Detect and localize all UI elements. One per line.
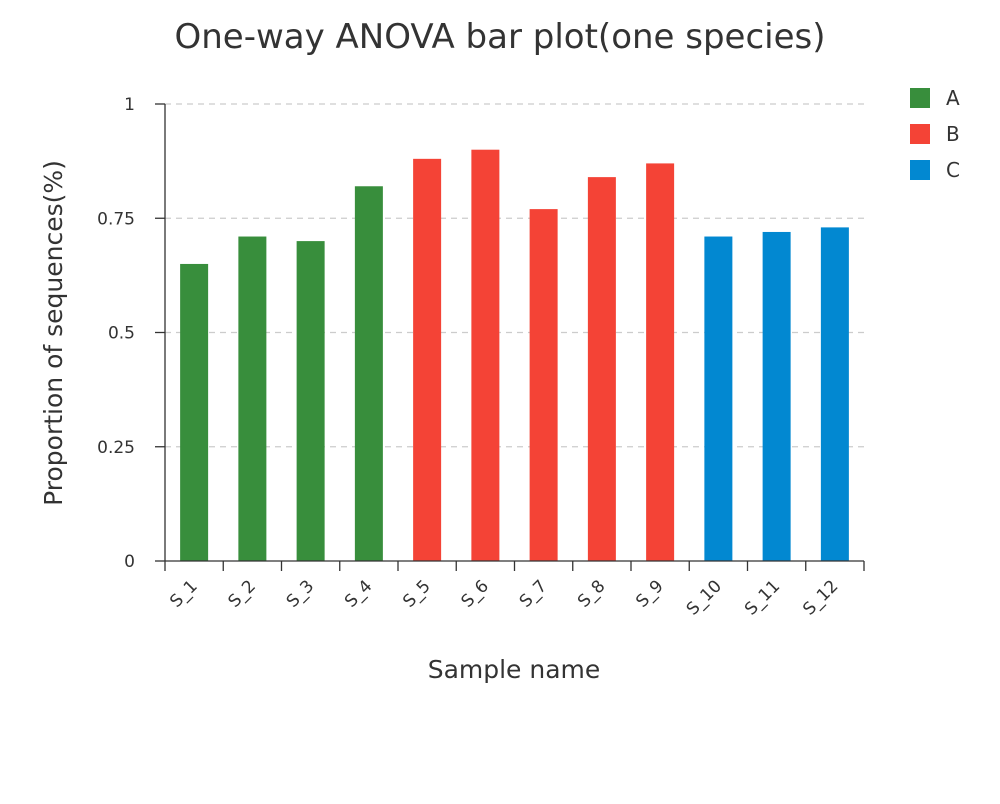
x-tick-label: S_4: [341, 576, 376, 611]
x-tick-label: S_3: [283, 576, 318, 611]
legend: ABC: [910, 86, 960, 182]
x-tick-label: S_1: [166, 576, 201, 611]
legend-label-A: A: [946, 86, 960, 110]
bar-S_7: [529, 209, 558, 562]
bar-S_10: [704, 236, 733, 561]
y-tick-label: 1: [124, 95, 135, 115]
legend-label-C: C: [946, 158, 960, 182]
x-tick-label: S_2: [224, 576, 259, 611]
y-tick-label: 0.25: [97, 438, 135, 458]
grid-lines: [165, 103, 864, 448]
x-axis-label: Sample name: [428, 655, 601, 684]
bar-S_11: [762, 231, 791, 561]
x-tick-label: S_5: [399, 576, 434, 611]
y-axis-label: Proportion of sequences(%): [39, 160, 68, 506]
legend-swatch-A: [910, 88, 930, 108]
legend-swatch-C: [910, 160, 930, 180]
bar-S_6: [471, 149, 500, 561]
bar-S_9: [646, 163, 675, 561]
bar-S_8: [587, 177, 616, 561]
bar-S_4: [354, 186, 383, 561]
x-tick-label: S_12: [799, 576, 842, 619]
bars: [180, 149, 849, 562]
x-tick-label: S_11: [741, 576, 784, 619]
x-tick-label: S_10: [683, 576, 726, 619]
y-tick-label: 0.75: [97, 209, 135, 229]
bar-S_3: [296, 241, 325, 561]
chart-title: One-way ANOVA bar plot(one species): [174, 17, 825, 57]
bar-S_12: [820, 227, 849, 561]
bar-S_5: [413, 158, 442, 561]
x-tick-label: S_6: [457, 576, 492, 611]
y-tick-label: 0: [124, 552, 135, 572]
legend-swatch-B: [910, 124, 930, 144]
bar-S_2: [238, 236, 267, 561]
y-tick-label: 0.5: [108, 324, 135, 344]
bar-S_1: [180, 263, 209, 561]
x-tick-label: S_9: [632, 576, 667, 611]
legend-label-B: B: [946, 122, 960, 146]
x-tick-label: S_8: [574, 576, 609, 611]
x-tick-label: S_7: [516, 576, 551, 611]
